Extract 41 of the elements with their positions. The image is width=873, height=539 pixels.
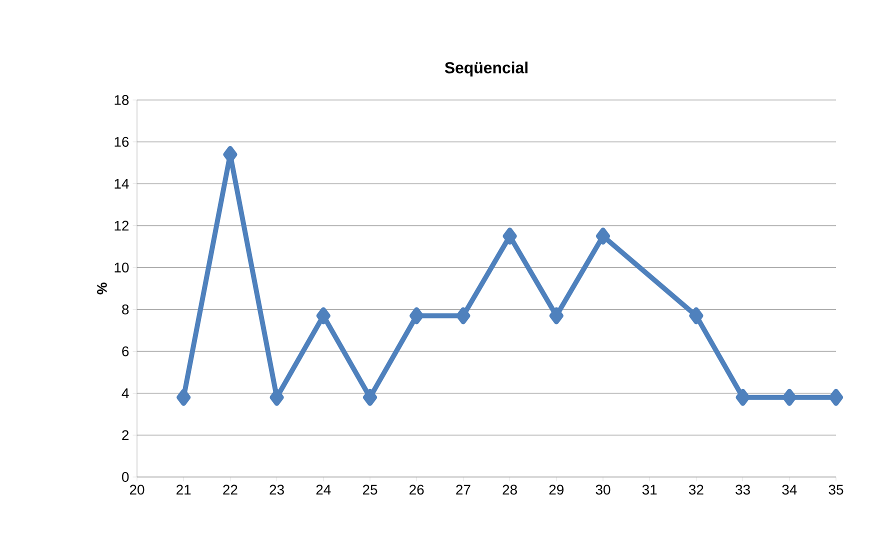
point	[829, 388, 844, 406]
point	[316, 307, 330, 324]
y-tick-label: 18	[114, 95, 129, 105]
x-tick-label: 33	[736, 484, 750, 495]
point	[176, 388, 191, 406]
x-tick-label: 34	[782, 484, 797, 495]
y-tick-label: 14	[114, 178, 129, 189]
point	[456, 307, 470, 324]
y-tick-label: 2	[122, 430, 129, 440]
y-tick-label: 0	[122, 472, 129, 482]
chart-title: Seqüencial	[444, 62, 528, 77]
x-tick-label: 31	[642, 484, 657, 495]
x-tick-label: 27	[456, 484, 470, 495]
point	[689, 307, 704, 324]
x-tick-label: 26	[410, 484, 424, 495]
x-tick-label: 21	[176, 484, 191, 495]
x-tick-label: 23	[270, 484, 284, 495]
point	[410, 307, 424, 324]
y-tick-label: 12	[114, 220, 129, 231]
y-axis-title: %	[97, 282, 107, 294]
x-tick-label: 22	[223, 484, 238, 495]
y-tick-label: 10	[114, 262, 129, 272]
y-tick-label: 16	[114, 136, 129, 147]
x-tick-label: 20	[130, 484, 144, 495]
x-tick-label: 32	[688, 484, 704, 495]
x-tick-label: 29	[549, 484, 564, 495]
point	[596, 228, 610, 245]
x-tick-label: 35	[828, 484, 844, 495]
x-tick-label: 25	[362, 484, 378, 495]
point	[363, 388, 378, 406]
y-tick-label: 6	[122, 346, 129, 356]
point	[270, 388, 284, 406]
point	[782, 388, 796, 406]
x-tick-label: 30	[596, 484, 610, 495]
point	[502, 228, 517, 245]
point	[549, 307, 564, 324]
point	[736, 388, 750, 406]
x-tick-label: 28	[502, 484, 517, 495]
y-tick-label: 4	[122, 388, 129, 398]
x-tick-label: 24	[316, 484, 331, 495]
y-tick-label: 8	[122, 304, 129, 314]
